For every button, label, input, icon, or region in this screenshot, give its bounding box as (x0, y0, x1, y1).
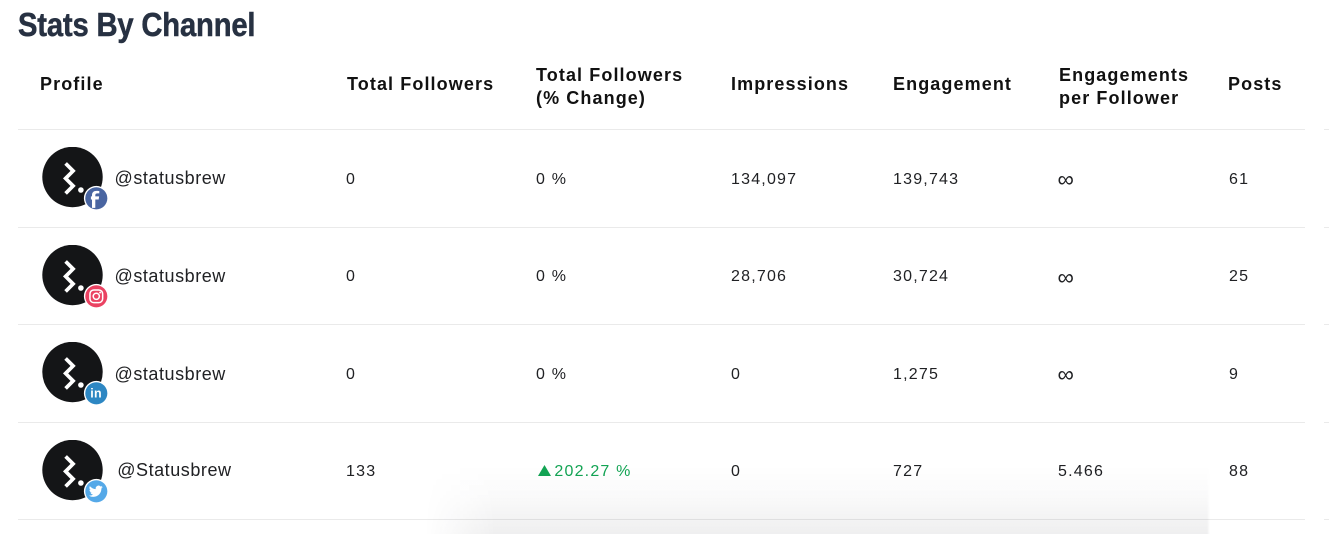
svg-text:in: in (90, 387, 102, 401)
